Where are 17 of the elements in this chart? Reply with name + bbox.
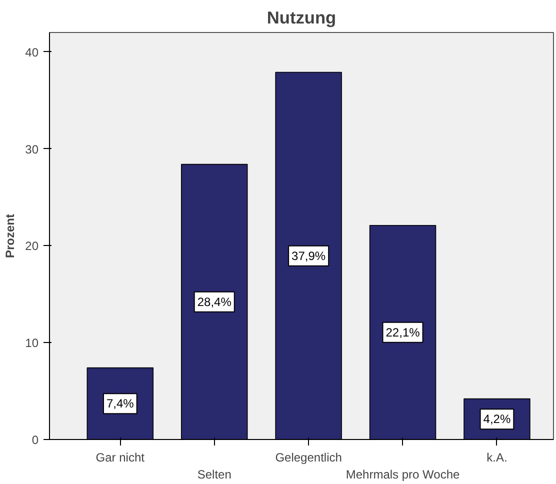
data-label: 4,2% — [483, 412, 511, 426]
y-tick-label: 10 — [25, 336, 39, 350]
x-tick-label: k.A. — [486, 450, 508, 464]
y-tick-label: 40 — [25, 45, 39, 60]
x-tick-label: Selten — [197, 468, 232, 482]
x-tick-label: Gelegentlich — [275, 450, 342, 464]
y-tick-label: 30 — [25, 142, 39, 156]
y-axis-title: Prozent — [3, 214, 18, 258]
x-tick-label: Gar nicht — [96, 450, 146, 464]
y-tick-label: 20 — [25, 239, 39, 254]
data-label: 28,4% — [197, 294, 232, 309]
data-label: 22,1% — [386, 325, 420, 340]
data-label: 37,9% — [292, 248, 326, 263]
data-label: 7,4% — [106, 396, 134, 411]
x-tick-label: Mehrmals pro Woche — [346, 468, 460, 482]
y-tick-label: 0 — [32, 433, 39, 447]
chart-title: Nutzung — [266, 8, 336, 28]
